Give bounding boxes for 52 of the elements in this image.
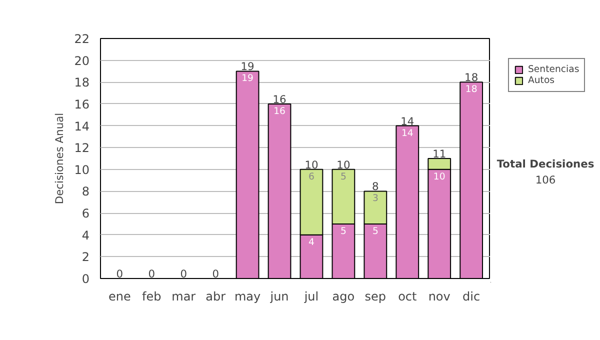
- y-tick-label: 0: [82, 272, 90, 286]
- total-label: 8: [372, 180, 380, 194]
- total-label: 10: [304, 158, 318, 172]
- total-label: 18: [464, 71, 478, 84]
- text: 106: [535, 174, 556, 187]
- x-tick-label: jun: [269, 290, 289, 304]
- data-label: 4: [308, 236, 315, 248]
- data-label: 10: [433, 171, 446, 182]
- x-tick-label: abr: [206, 290, 226, 304]
- y-tick-label: 12: [74, 141, 90, 156]
- x-tick-label: dic: [462, 290, 480, 304]
- x-tick-label: sep: [364, 290, 386, 304]
- total-label: 19: [240, 60, 255, 74]
- y-tick-label: 20: [74, 54, 90, 68]
- x-tick-label: mar: [172, 290, 196, 304]
- text: Total Decisiones: [496, 157, 594, 170]
- y-axis-title: Decisiones Anual: [53, 112, 66, 204]
- total-label: 10: [336, 158, 350, 172]
- legend-label: Sentencias: [528, 64, 580, 75]
- y-tick-label: 10: [74, 162, 90, 177]
- data-label: 16: [274, 106, 286, 117]
- total-label: 0: [116, 268, 124, 280]
- x-tick-label: jul: [303, 290, 319, 304]
- total-label: 14: [400, 114, 414, 128]
- total-label: 16: [272, 92, 287, 106]
- y-tick-label: 8: [82, 184, 90, 199]
- data-label: 19: [242, 73, 254, 84]
- y-tick-label: 4: [82, 228, 90, 242]
- y-tick-label: 14: [74, 119, 90, 134]
- x-tick-label: may: [234, 290, 261, 304]
- total-label: 0: [212, 268, 220, 280]
- data-label: 5: [340, 226, 346, 237]
- y-tick-label: 16: [74, 97, 90, 112]
- data-label: 18: [465, 84, 478, 96]
- data-label: 5: [372, 226, 378, 237]
- y-tick-label: 6: [82, 206, 90, 221]
- legend-label: Autos: [528, 75, 555, 86]
- total-label: 0: [180, 268, 188, 280]
- x-tick-label: oct: [398, 290, 417, 304]
- data-label: 14: [401, 128, 414, 139]
- x-tick-label: nov: [428, 290, 450, 304]
- x-tick-label: ago: [332, 290, 355, 304]
- data-label: 6: [308, 171, 315, 182]
- y-tick-label: 2: [82, 250, 90, 264]
- y-tick-label: 18: [74, 76, 90, 90]
- total-label: 11: [432, 148, 446, 160]
- data-label: 3: [372, 193, 378, 204]
- data-label: 5: [340, 171, 346, 182]
- total-label: 0: [148, 268, 156, 280]
- x-tick-label: feb: [142, 290, 162, 304]
- x-tick-label: ene: [108, 290, 131, 304]
- y-tick-label: 22: [74, 32, 90, 46]
